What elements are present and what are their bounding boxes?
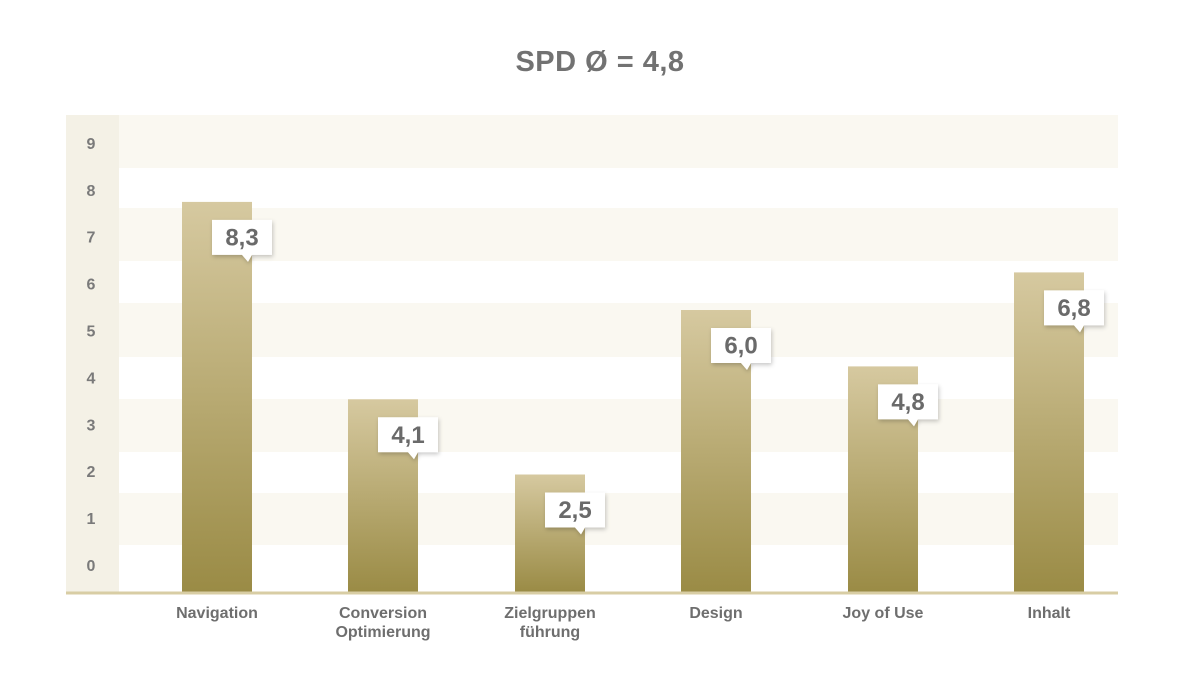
value-callout: 4,1: [378, 417, 438, 460]
category-label: Zielgruppen führung: [504, 605, 596, 641]
y-tick-label: 3: [87, 417, 96, 434]
value-callout: 6,8: [1044, 290, 1104, 333]
category-label: Joy of Use: [843, 605, 924, 622]
y-axis-ticks: 0 1 2 3 4 5 6 7 8 9: [87, 136, 96, 575]
value-callout: 4,8: [878, 384, 938, 427]
value-label: 6,0: [724, 333, 757, 360]
y-tick-label: 1: [87, 511, 96, 528]
y-axis-strip: [66, 115, 119, 592]
bar: [1014, 272, 1084, 592]
bar-series: 8,3 4,1 2,5 6,0 4,8 6,8: [182, 201, 1104, 592]
y-tick-label: 5: [87, 324, 96, 341]
y-tick-label: 8: [87, 183, 96, 200]
category-label: Design: [689, 605, 742, 622]
chart-title: SPD Ø = 4,8: [515, 46, 685, 78]
value-label: 8,3: [225, 224, 258, 251]
y-tick-label: 0: [87, 558, 96, 575]
value-callout: 6,0: [711, 328, 771, 370]
value-label-box: [212, 219, 272, 262]
value-label: 2,5: [558, 497, 591, 524]
grid-band: [66, 115, 1118, 168]
value-label-box: [711, 328, 771, 370]
y-tick-label: 7: [87, 230, 96, 247]
category-label: Conversion Optimierung: [335, 605, 430, 641]
category-label: Navigation: [176, 605, 258, 622]
y-tick-label: 4: [87, 370, 96, 387]
value-label-box: [878, 384, 938, 427]
value-label-box: [545, 492, 605, 535]
value-label: 6,8: [1057, 295, 1090, 322]
bar: [182, 201, 252, 592]
value-label: 4,8: [891, 389, 924, 416]
value-callout: 2,5: [545, 492, 605, 535]
y-tick-label: 2: [87, 464, 96, 481]
y-tick-label: 6: [87, 277, 96, 294]
value-label: 4,1: [391, 422, 424, 449]
bar: [515, 474, 585, 592]
value-label-box: [1044, 290, 1104, 333]
value-callout: 8,3: [212, 219, 272, 262]
y-tick-label: 9: [87, 136, 96, 153]
x-axis-labels: Navigation Conversion Optimierung Zielgrupp…: [176, 605, 1071, 641]
category-label: Inhalt: [1028, 605, 1071, 622]
value-label-box: [378, 417, 438, 460]
